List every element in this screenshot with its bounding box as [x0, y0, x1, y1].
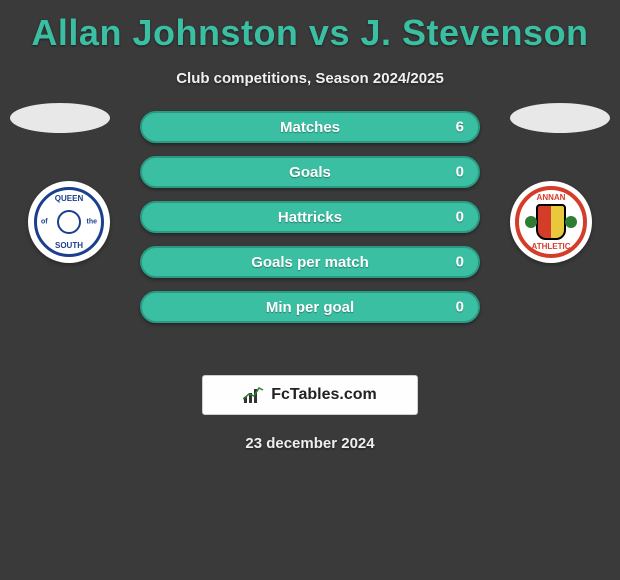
comparison-card: Allan Johnston vs J. Stevenson Club comp…: [0, 0, 620, 580]
queen-of-the-south-crest-icon: QUEEN SOUTH of the: [34, 187, 104, 257]
thistle-icon: [565, 216, 577, 228]
club-crest-right: ANNAN ATHLETIC: [510, 181, 592, 263]
crest-text-bottom: ATHLETIC: [532, 242, 571, 251]
attribution-box[interactable]: FcTables.com: [202, 375, 418, 415]
stat-row-hattricks: Hattricks 0: [140, 201, 480, 233]
stat-row-goals: Goals 0: [140, 156, 480, 188]
stat-value-right: 0: [456, 209, 464, 226]
crest-text-bottom: SOUTH: [55, 241, 83, 250]
crest-text-left: of: [41, 219, 48, 226]
stat-value-right: 0: [456, 164, 464, 181]
stat-label: Matches: [280, 119, 340, 136]
crest-text-top: QUEEN: [55, 194, 83, 203]
shield-icon: [536, 204, 566, 240]
club-crest-left: QUEEN SOUTH of the: [28, 181, 110, 263]
stat-row-matches: Matches 6: [140, 111, 480, 143]
stat-row-goals-per-match: Goals per match 0: [140, 246, 480, 278]
stat-label: Min per goal: [266, 299, 354, 316]
main-area: QUEEN SOUTH of the ANNAN ATHLETIC Matche…: [0, 111, 620, 371]
stat-row-min-per-goal: Min per goal 0: [140, 291, 480, 323]
bar-chart-icon: [243, 386, 265, 404]
stat-label: Hattricks: [278, 209, 342, 226]
stat-value-right: 6: [456, 119, 464, 136]
player-photo-left: [10, 103, 110, 133]
stat-value-right: 0: [456, 254, 464, 271]
stat-label: Goals: [289, 164, 331, 181]
attribution-text: FcTables.com: [271, 386, 377, 404]
stat-label: Goals per match: [251, 254, 369, 271]
crest-text-top: ANNAN: [537, 193, 566, 202]
subtitle: Club competitions, Season 2024/2025: [0, 70, 620, 87]
stats-list: Matches 6 Goals 0 Hattricks 0 Goals per …: [140, 111, 480, 323]
date-text: 23 december 2024: [0, 435, 620, 452]
annan-athletic-crest-icon: ANNAN ATHLETIC: [515, 186, 587, 258]
crest-text-right: the: [87, 219, 98, 226]
thistle-icon: [525, 216, 537, 228]
page-title: Allan Johnston vs J. Stevenson: [0, 0, 620, 54]
player-photo-right: [510, 103, 610, 133]
stat-value-right: 0: [456, 299, 464, 316]
